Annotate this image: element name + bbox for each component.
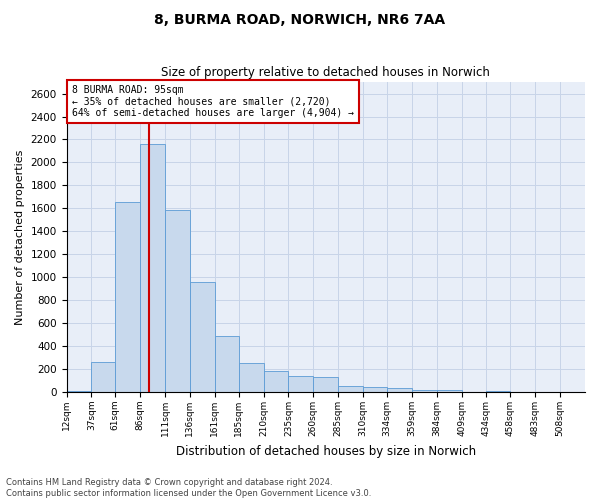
- Y-axis label: Number of detached properties: Number of detached properties: [15, 150, 25, 325]
- Bar: [239, 364, 263, 392]
- Bar: [437, 390, 461, 392]
- Bar: [487, 391, 511, 392]
- Text: Contains HM Land Registry data © Crown copyright and database right 2024.
Contai: Contains HM Land Registry data © Crown c…: [6, 478, 371, 498]
- X-axis label: Distribution of detached houses by size in Norwich: Distribution of detached houses by size …: [176, 444, 476, 458]
- Bar: [67, 391, 91, 392]
- Bar: [190, 282, 215, 392]
- Bar: [165, 210, 190, 392]
- Text: 8 BURMA ROAD: 95sqm
← 35% of detached houses are smaller (2,720)
64% of semi-det: 8 BURMA ROAD: 95sqm ← 35% of detached ho…: [72, 85, 354, 118]
- Bar: [387, 388, 412, 392]
- Bar: [91, 362, 115, 392]
- Title: Size of property relative to detached houses in Norwich: Size of property relative to detached ho…: [161, 66, 490, 80]
- Bar: [140, 144, 165, 392]
- Bar: [215, 336, 239, 392]
- Bar: [289, 376, 313, 392]
- Bar: [313, 377, 338, 392]
- Bar: [338, 386, 363, 392]
- Bar: [263, 372, 289, 392]
- Bar: [115, 202, 140, 392]
- Bar: [412, 390, 437, 392]
- Text: 8, BURMA ROAD, NORWICH, NR6 7AA: 8, BURMA ROAD, NORWICH, NR6 7AA: [154, 12, 446, 26]
- Bar: [363, 387, 387, 392]
